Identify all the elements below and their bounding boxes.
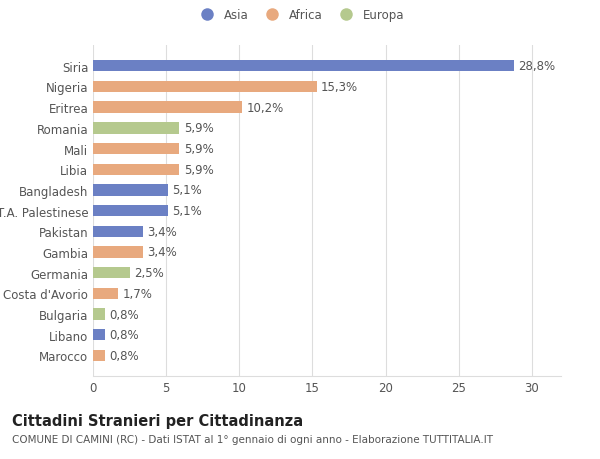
Bar	[93, 123, 179, 134]
Legend: Asia, Africa, Europa: Asia, Africa, Europa	[192, 6, 408, 26]
Bar	[93, 144, 179, 155]
Bar	[93, 102, 242, 113]
Bar	[93, 288, 118, 299]
Bar	[93, 206, 167, 217]
Bar	[93, 309, 105, 320]
Bar	[93, 226, 143, 237]
Text: 10,2%: 10,2%	[247, 101, 284, 114]
Bar	[93, 268, 130, 279]
Bar	[93, 164, 179, 175]
Text: Cittadini Stranieri per Cittadinanza: Cittadini Stranieri per Cittadinanza	[12, 413, 303, 428]
Text: 3,4%: 3,4%	[147, 246, 177, 259]
Text: 5,1%: 5,1%	[172, 205, 202, 218]
Text: 0,8%: 0,8%	[109, 329, 139, 341]
Text: 0,8%: 0,8%	[109, 349, 139, 362]
Bar	[93, 82, 317, 93]
Text: 1,7%: 1,7%	[122, 287, 152, 300]
Bar	[93, 330, 105, 341]
Bar	[93, 247, 143, 258]
Text: 5,9%: 5,9%	[184, 163, 214, 176]
Text: 3,4%: 3,4%	[147, 225, 177, 238]
Text: 2,5%: 2,5%	[134, 267, 164, 280]
Text: 15,3%: 15,3%	[321, 81, 358, 94]
Text: 28,8%: 28,8%	[518, 60, 556, 73]
Text: 5,9%: 5,9%	[184, 143, 214, 156]
Text: 5,9%: 5,9%	[184, 122, 214, 135]
Text: COMUNE DI CAMINI (RC) - Dati ISTAT al 1° gennaio di ogni anno - Elaborazione TUT: COMUNE DI CAMINI (RC) - Dati ISTAT al 1°…	[12, 434, 493, 444]
Bar	[93, 350, 105, 361]
Text: 0,8%: 0,8%	[109, 308, 139, 321]
Text: 5,1%: 5,1%	[172, 184, 202, 197]
Bar	[93, 185, 167, 196]
Bar	[93, 61, 514, 72]
